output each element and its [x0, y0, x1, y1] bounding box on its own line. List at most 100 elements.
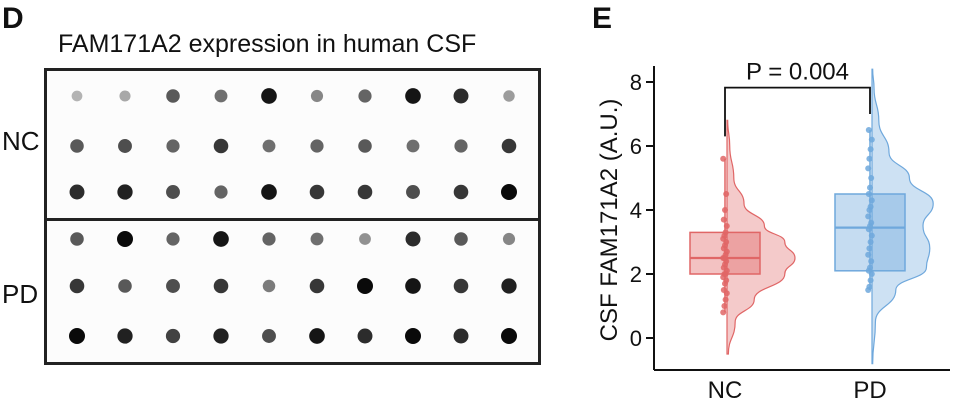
data-point-nc	[723, 191, 730, 197]
data-point-pd	[868, 197, 875, 204]
significance-bracket: P = 0.004	[724, 59, 871, 137]
data-point-pd	[866, 283, 873, 290]
blot-dot-nc-0-3	[214, 89, 228, 103]
data-point-pd	[867, 239, 874, 245]
blot-dot-pd-2-6	[357, 328, 373, 344]
blot-dot-pd-1-8	[453, 278, 469, 294]
blot-dot-pd-2-7	[405, 328, 421, 344]
blot-dot-pd-2-1	[117, 328, 133, 344]
y-tick-label: 0	[630, 326, 642, 351]
blot-dot-pd-2-9	[501, 328, 517, 344]
blot-dot-nc-2-2	[166, 185, 180, 199]
data-point-nc	[722, 207, 728, 213]
dot-blot-membrane	[44, 68, 541, 365]
blot-dot-nc-1-7	[406, 139, 420, 153]
panel-letter-d: D	[2, 2, 24, 35]
blot-dot-pd-2-8	[453, 328, 469, 344]
blot-dot-pd-0-8	[454, 232, 468, 246]
y-tick-label: 8	[630, 70, 642, 95]
blot-dot-pd-1-2	[166, 279, 180, 293]
data-point-nc	[722, 229, 729, 236]
blot-dot-nc-0-5	[310, 89, 324, 103]
blot-dot-nc-0-8	[453, 88, 469, 104]
data-point-pd	[866, 155, 873, 162]
blot-dot-pd-1-0	[69, 278, 85, 294]
violin-pd	[871, 68, 934, 365]
blot-dot-pd-2-2	[165, 328, 181, 344]
blot-dot-nc-1-9	[501, 138, 517, 154]
blot-dot-nc-0-9	[503, 90, 515, 102]
blot-dot-pd-1-7	[405, 278, 421, 294]
data-point-nc	[720, 155, 727, 162]
raincloud-chart: CSF FAM171A2 (A.U.) 0 2 4 6 8 NC PD P = 0.004	[596, 59, 950, 398]
blot-dot-nc-0-2	[166, 89, 180, 103]
blot-divider	[47, 218, 538, 221]
blot-dot-pd-0-5	[310, 232, 324, 246]
blot-dot-nc-1-0	[70, 139, 84, 153]
blot-dot-pd-2-3	[213, 328, 229, 344]
data-point-pd	[865, 213, 872, 220]
x-category-label-nc: NC	[708, 377, 743, 398]
blot-title: FAM171A2 expression in human CSF	[58, 30, 477, 58]
data-point-nc	[721, 303, 728, 309]
blot-dot-pd-1-5	[309, 278, 325, 294]
row-label-pd: PD	[2, 279, 39, 309]
data-point-nc	[720, 309, 727, 316]
blot-dot-nc-1-6	[358, 139, 372, 153]
blot-dot-nc-2-1	[117, 184, 133, 200]
blot-dot-nc-2-4	[261, 184, 277, 200]
blot-dot-pd-0-6	[359, 233, 371, 245]
blot-dot-nc-2-3	[214, 185, 228, 199]
blot-dot-nc-0-0	[71, 90, 83, 102]
blot-dot-pd-1-4	[262, 279, 276, 293]
blot-dot-nc-1-1	[118, 139, 132, 153]
data-point-pd	[865, 127, 872, 133]
data-point-pd	[868, 219, 875, 226]
blot-dot-nc-1-2	[166, 139, 180, 153]
data-point-nc	[720, 287, 727, 293]
blot-dot-pd-2-4	[262, 329, 276, 343]
blot-dot-pd-1-6	[357, 278, 373, 294]
blot-dot-pd-1-9	[501, 278, 517, 294]
blot-dot-pd-0-0	[70, 232, 84, 246]
data-point-pd	[868, 175, 875, 181]
blot-dot-nc-2-9	[501, 184, 517, 200]
y-tick-label: 2	[630, 262, 642, 287]
data-point-pd	[867, 277, 874, 284]
data-point-pd	[867, 146, 874, 153]
data-point-pd	[868, 136, 875, 143]
blot-dot-pd-1-1	[118, 279, 132, 293]
panel-letter-e: E	[592, 2, 613, 35]
blot-dot-nc-1-4	[262, 139, 276, 153]
y-tick-label: 4	[630, 198, 642, 223]
blot-dot-pd-0-4	[262, 232, 276, 246]
series-pd	[834, 68, 934, 365]
data-point-nc	[720, 216, 727, 223]
data-point-pd	[867, 264, 873, 271]
blot-dot-pd-0-1	[117, 231, 133, 247]
data-point-pd	[866, 245, 873, 252]
blot-dot-pd-1-3	[213, 278, 229, 294]
data-point-nc	[723, 223, 730, 229]
data-point-pd	[867, 184, 873, 191]
series-nc	[689, 119, 796, 355]
blot-dot-pd-0-9	[502, 232, 516, 246]
y-ticks: 0 2 4 6 8	[630, 70, 654, 351]
data-point-nc	[722, 296, 729, 303]
blot-dot-pd-0-2	[166, 232, 180, 246]
y-tick-label: 6	[630, 134, 642, 159]
x-categories: NC PD	[708, 377, 887, 398]
y-axis-title: CSF FAM171A2 (A.U.)	[596, 99, 623, 342]
blot-dot-nc-1-8	[454, 139, 468, 153]
blot-dot-nc-2-5	[309, 184, 325, 200]
data-point-pd	[868, 232, 875, 239]
blot-dot-nc-2-8	[453, 184, 469, 200]
data-point-pd	[867, 203, 874, 210]
x-category-label-pd: PD	[853, 377, 886, 398]
blot-dot-nc-2-0	[69, 184, 85, 200]
blot-dot-nc-1-3	[213, 138, 229, 154]
series-groups	[689, 68, 934, 365]
blot-dot-pd-0-7	[405, 231, 421, 247]
blot-dot-nc-0-6	[358, 89, 372, 103]
significance-line	[724, 86, 871, 137]
